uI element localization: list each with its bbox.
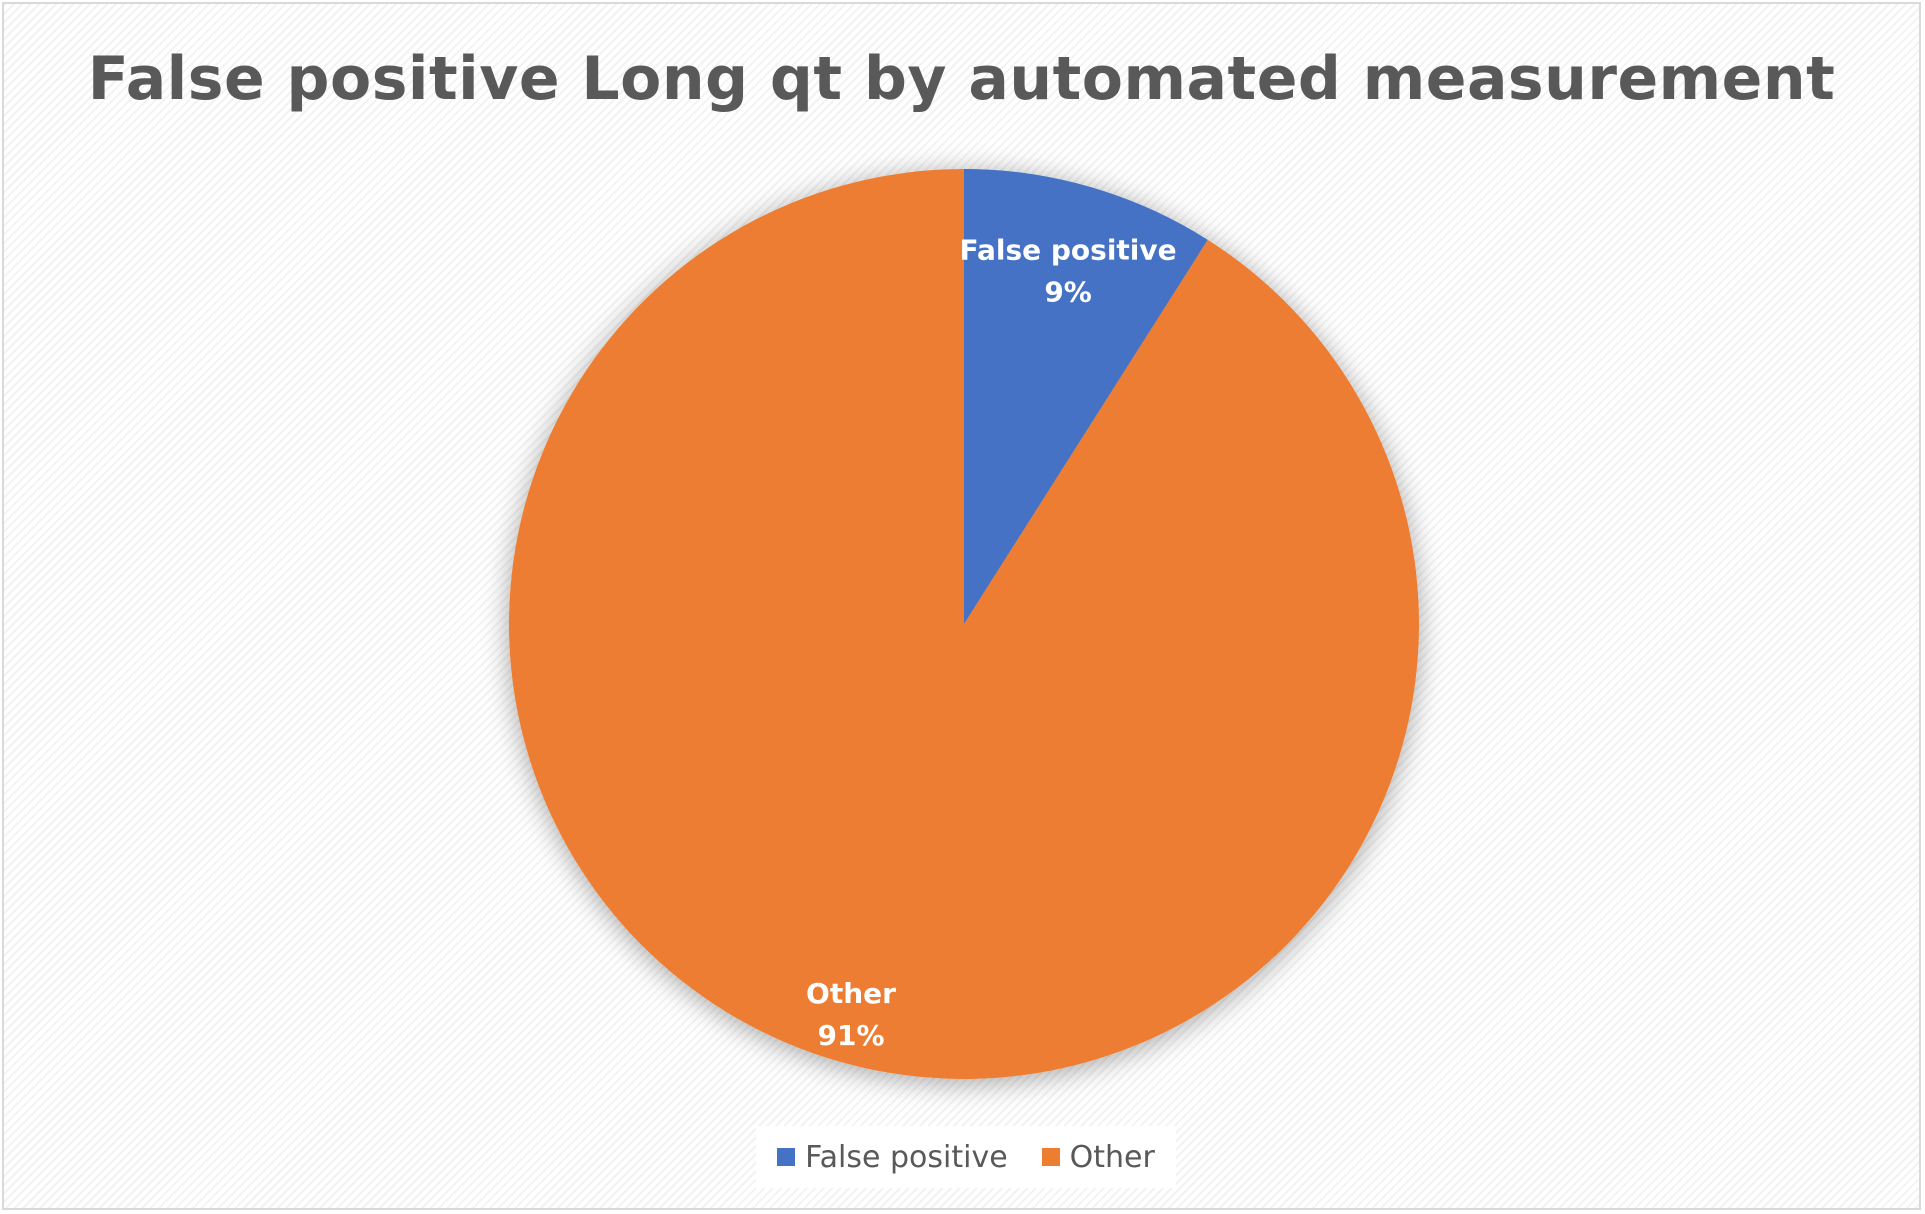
legend-swatch-false-positive — [777, 1148, 796, 1166]
chart-legend: False positive Other — [756, 1126, 1176, 1188]
data-label-percent-false-positive: 9% — [1044, 276, 1092, 309]
legend-swatch-other — [1041, 1148, 1060, 1166]
chart-title: False positive Long qt by automated meas… — [87, 44, 1836, 114]
legend-item-false-positive: False positive — [777, 1140, 1008, 1175]
pie-slice-other — [508, 169, 1420, 1079]
data-label-category-false-positive: False positive — [960, 234, 1177, 267]
pie-slices — [508, 169, 1420, 1079]
legend-label-other: Other — [1069, 1139, 1155, 1175]
data-label-category-other: Other — [806, 977, 896, 1010]
legend-item-other: Other — [1041, 1139, 1155, 1175]
pie-chart: False positive 9% Other 91% — [508, 169, 1420, 1079]
data-label-percent-other: 91% — [817, 1019, 884, 1052]
pie-data-labels: False positive 9% Other 91% — [806, 234, 1177, 1052]
legend-label-false-positive: False positive — [805, 1139, 1008, 1175]
pie-slice-false-positive — [964, 169, 1208, 624]
